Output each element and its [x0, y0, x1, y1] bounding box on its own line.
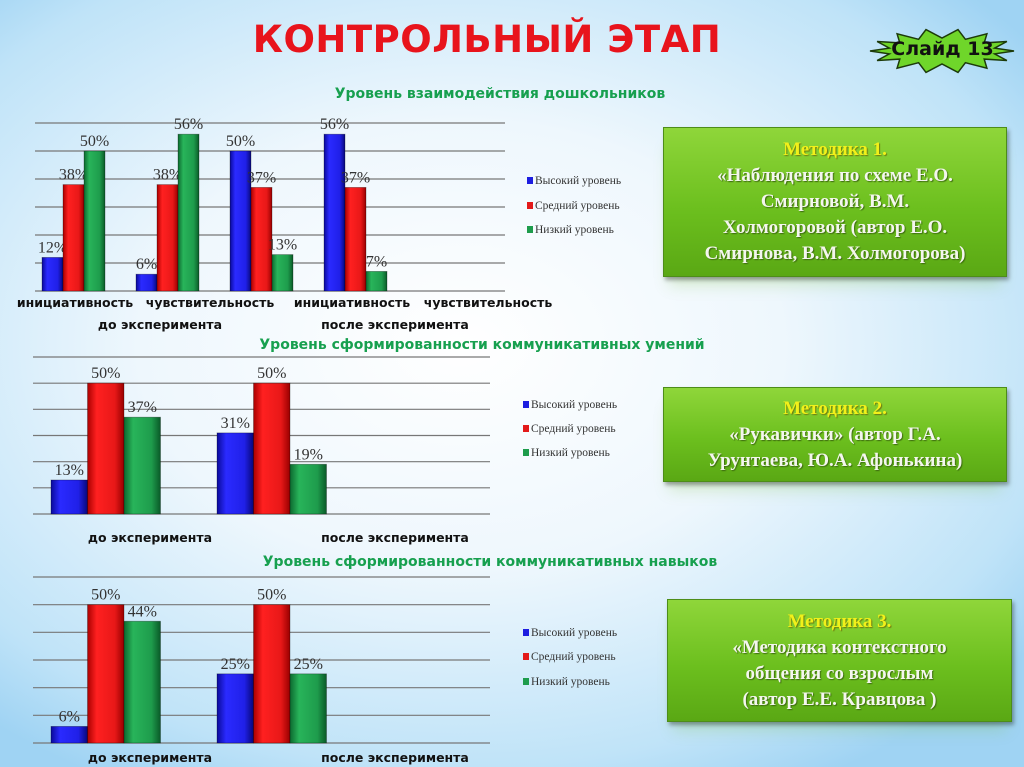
- category-label: инициативность: [17, 295, 133, 310]
- legend-swatch-low: [527, 226, 533, 233]
- method-3-line: (автор Е.Е. Кравцова ): [742, 688, 937, 710]
- method-1-line: Смирнова, В.М. Холмогорова): [704, 243, 966, 264]
- legend-swatch-mid: [523, 425, 529, 432]
- legend-label: Низкий уровень: [531, 676, 610, 688]
- data-label: 7%: [366, 253, 387, 270]
- badge-starburst: [869, 28, 1015, 74]
- data-label: 13%: [268, 237, 297, 254]
- legend-label: Высокий уровень: [531, 627, 617, 639]
- data-label: 6%: [59, 708, 80, 725]
- legend-label: Средний уровень: [531, 651, 616, 663]
- method-3-line: «Методика контекстного: [732, 636, 947, 658]
- method-3-box: Методика 3. «Методика контекстного общен…: [667, 599, 1012, 722]
- bar-low: [289, 673, 327, 744]
- method-3-heading: Методика 3.: [787, 610, 892, 632]
- bar-mid: [62, 184, 85, 292]
- data-label: 37%: [247, 169, 276, 186]
- slide-title: КОНТРОЛЬНЫЙ ЭТАП: [252, 18, 722, 61]
- method-3-line: общения со взрослым: [745, 662, 934, 684]
- category-label: чувствительность: [424, 295, 553, 310]
- bar-high: [41, 256, 64, 292]
- slide-number-badge: Слайд 13: [891, 38, 994, 60]
- method-1-line: Смирновой, В.М.: [760, 191, 910, 212]
- data-label: 19%: [294, 446, 323, 463]
- bar-low: [83, 150, 106, 292]
- bar-mid: [156, 184, 179, 292]
- group-label: до эксперимента: [98, 317, 222, 332]
- method-2-box: Методика 2. «Рукавички» (автор Г.А. Урун…: [663, 387, 1007, 482]
- bar-mid: [87, 382, 125, 515]
- bar-mid: [253, 382, 291, 515]
- legend-swatch-high: [527, 177, 533, 184]
- data-label: 6%: [136, 256, 157, 273]
- method-2-line: Урунтаева, Ю.А. Афонькина): [707, 449, 963, 471]
- bar-mid: [87, 604, 125, 744]
- method-1-box: Методика 1. «Наблюдения по схеме Е.О. См…: [663, 127, 1007, 277]
- chart-3-title: Уровень сформированности коммуникативных…: [262, 554, 718, 570]
- data-label: 44%: [128, 603, 157, 620]
- data-label: 13%: [55, 462, 84, 479]
- legend-swatch-high: [523, 401, 529, 408]
- bar-low: [289, 463, 327, 515]
- legend-swatch-high: [523, 629, 529, 636]
- data-label: 25%: [294, 656, 323, 673]
- data-label: 50%: [91, 365, 120, 382]
- data-label: 50%: [257, 587, 286, 604]
- data-label: 50%: [257, 365, 286, 382]
- data-label: 38%: [153, 167, 182, 184]
- bar-mid: [253, 604, 291, 744]
- data-label: 25%: [221, 656, 250, 673]
- bar-high: [135, 273, 158, 292]
- method-2-heading: Методика 2.: [783, 397, 887, 419]
- bar-high: [323, 133, 346, 292]
- chart-2-title: Уровень сформированности коммуникативных…: [259, 337, 705, 353]
- legend-label: Низкий уровень: [535, 224, 614, 236]
- category-label: инициативность: [294, 295, 410, 310]
- data-label: 37%: [128, 399, 157, 416]
- bar-low: [123, 416, 161, 515]
- method-2-line: «Рукавички» (автор Г.А.: [729, 423, 941, 445]
- data-label: 56%: [174, 116, 203, 133]
- data-label: 56%: [320, 116, 349, 133]
- legend-swatch-mid: [527, 202, 533, 209]
- legend-label: Высокий уровень: [531, 399, 617, 411]
- category-label: после эксперимента: [321, 530, 469, 545]
- category-label: чувствительность: [146, 295, 275, 310]
- legend-label: Высокий уровень: [535, 175, 621, 187]
- method-1-heading: Методика 1.: [783, 139, 887, 160]
- category-label: до эксперимента: [88, 750, 212, 765]
- method-1-line: Холмогоровой (автор Е.О.: [722, 217, 948, 238]
- legend-swatch-low: [523, 678, 529, 685]
- data-label: 50%: [226, 133, 255, 150]
- category-label: после эксперимента: [321, 750, 469, 765]
- data-label: 38%: [59, 167, 88, 184]
- legend-label: Низкий уровень: [531, 447, 610, 459]
- legend-swatch-low: [523, 449, 529, 456]
- chart-1-title: Уровень взаимодействия дошкольников: [334, 86, 666, 102]
- legend-label: Средний уровень: [531, 423, 616, 435]
- bar-high: [50, 479, 88, 515]
- legend-swatch-mid: [523, 653, 529, 660]
- bar-high: [216, 673, 254, 744]
- legend-label: Средний уровень: [535, 200, 620, 212]
- group-label: после эксперимента: [321, 317, 469, 332]
- bar-mid: [344, 186, 367, 292]
- data-label: 37%: [341, 169, 370, 186]
- category-label: до эксперимента: [88, 530, 212, 545]
- data-label: 50%: [80, 133, 109, 150]
- bar-high: [50, 726, 88, 744]
- bar-high: [216, 432, 254, 515]
- bar-low: [365, 270, 388, 292]
- bar-mid: [250, 186, 273, 292]
- bar-low: [271, 254, 294, 292]
- data-label: 12%: [38, 239, 67, 256]
- method-1-line: «Наблюдения по схеме Е.О.: [717, 165, 953, 186]
- bar-low: [177, 133, 200, 292]
- data-label: 31%: [221, 415, 250, 432]
- data-label: 50%: [91, 587, 120, 604]
- bar-low: [123, 620, 161, 744]
